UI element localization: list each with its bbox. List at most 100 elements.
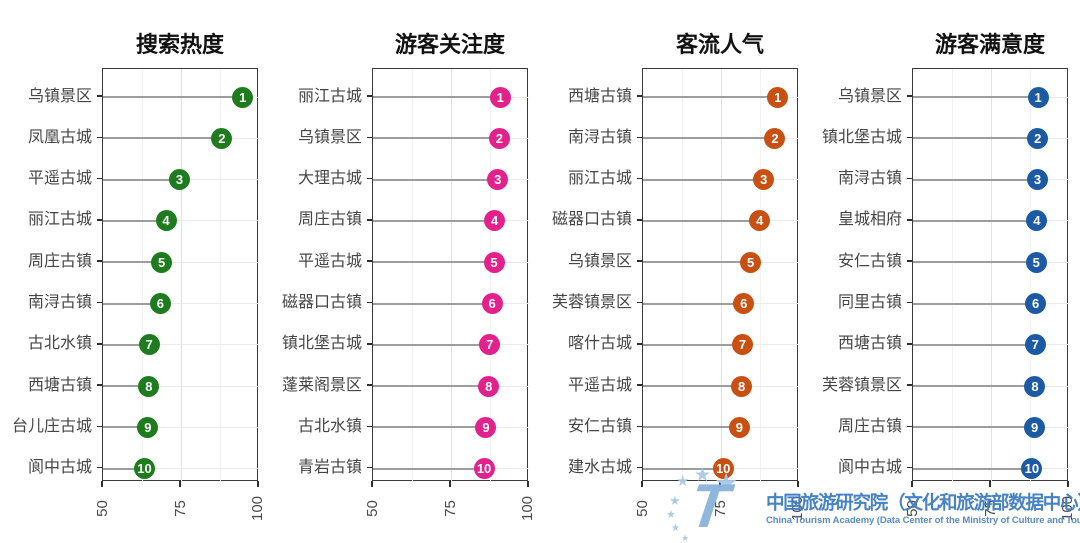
rank-dot-2: 2 <box>1027 127 1049 149</box>
x-tick-label: 100 <box>1050 488 1080 528</box>
category-label: 镇北堡古城 <box>821 128 902 146</box>
axis-tick <box>101 481 103 487</box>
axis-tick <box>96 343 102 345</box>
stem <box>373 385 489 388</box>
category-label: 周庄古镇 <box>27 252 92 270</box>
axis-tick <box>636 425 642 428</box>
stem <box>373 426 486 429</box>
rank-dot-4: 4 <box>155 210 177 232</box>
x-tick-label-text: 100 <box>519 495 537 521</box>
x-tick-label: 50 <box>354 488 390 528</box>
stem <box>913 137 1038 140</box>
stem <box>913 96 1039 98</box>
axis-tick <box>366 177 372 180</box>
stem <box>103 426 148 429</box>
panel-satisfaction: 游客满意度 乌镇景区 镇北堡古城 南浔古镇 皇城相府 安仁古镇 同里古镇 西塘古镇 芙蓉镇景区周… <box>810 0 1080 540</box>
stem <box>643 385 742 388</box>
axis-tick <box>906 384 912 386</box>
gridline <box>103 385 259 387</box>
stem <box>103 302 161 305</box>
stem <box>643 426 740 429</box>
rank-dot-5: 5 <box>740 251 762 273</box>
x-tick-label: 75 <box>162 488 198 528</box>
axis-tick <box>636 343 642 345</box>
category-label: 磁器口古镇 <box>281 294 362 311</box>
axis-tick <box>371 481 373 487</box>
stem <box>643 137 775 140</box>
category-label: 大理古城 <box>297 170 362 188</box>
axis-tick <box>636 95 642 97</box>
rank-dot-4: 4 <box>1026 210 1048 232</box>
panel-title: 客流人气 <box>675 32 764 57</box>
stem <box>103 137 222 140</box>
x-tick-label: 50 <box>624 488 660 528</box>
x-tick-label-text: 50 <box>93 499 111 517</box>
stem <box>643 467 724 470</box>
x-tick-label: 50 <box>84 488 120 528</box>
rank-dot-2: 2 <box>488 127 510 149</box>
rank-dot-4: 4 <box>484 210 506 232</box>
category-label: 芙蓉镇景区 <box>821 376 902 394</box>
axis-tick <box>636 136 642 139</box>
gridline <box>103 261 259 263</box>
axis-tick <box>527 481 529 487</box>
plot-area: 1 2 3 4 5 6 7 8 9 10 <box>642 68 799 482</box>
rank-dot-9: 9 <box>475 416 497 438</box>
axis-tick <box>449 481 451 487</box>
rank-dot-7: 7 <box>138 334 160 356</box>
rank-dot-7: 7 <box>732 334 754 356</box>
panel-title: 游客关注度 <box>394 32 505 57</box>
stem <box>643 302 744 305</box>
rank-dot-3: 3 <box>753 169 775 191</box>
category-label: 喀什古城 <box>567 335 632 353</box>
gridline <box>952 69 953 482</box>
gridline <box>220 69 221 482</box>
plot-area: 1 2 3 4 5 6 7 8 9 10 <box>912 68 1069 482</box>
rank-dot-9: 9 <box>728 416 750 438</box>
category-label: 安仁古镇 <box>837 252 902 270</box>
stem <box>913 302 1036 305</box>
axis-tick <box>636 466 642 469</box>
x-tick-label: 75 <box>702 488 738 528</box>
gridline <box>1030 69 1031 482</box>
rank-dot-5: 5 <box>483 251 505 273</box>
rank-dot-2: 2 <box>211 127 233 149</box>
axis-tick <box>989 481 991 487</box>
category-label: 丽江古城 <box>297 87 362 105</box>
stem <box>103 96 243 98</box>
x-tick-label-text: 75 <box>711 499 729 517</box>
axis-tick <box>906 219 912 221</box>
stem <box>103 343 150 346</box>
stem <box>103 261 162 264</box>
axis-tick <box>366 95 372 97</box>
panel-visitor-flow: 客流人气 西塘古镇 南浔古镇 丽江古城 磁器口古镇 乌镇景区 芙蓉镇景区 喀什古城 平遥古城 安仁… <box>540 0 810 540</box>
panel-title: 搜索热度 <box>135 32 224 57</box>
stem <box>103 178 180 181</box>
rank-dot-2: 2 <box>764 127 786 149</box>
gridline <box>103 344 259 346</box>
x-tick-label-text: 100 <box>249 495 267 521</box>
axis-tick <box>636 177 642 180</box>
axis-tick <box>366 301 372 304</box>
gridline <box>412 69 413 482</box>
rank-dot-10: 10 <box>133 458 155 480</box>
category-label: 建水古城 <box>567 459 632 477</box>
gridline <box>103 426 259 428</box>
category-label: 镇北堡古城 <box>281 335 362 353</box>
rank-dot-1: 1 <box>767 86 789 108</box>
category-label: 平遥古城 <box>27 170 92 188</box>
axis-tick <box>366 425 372 428</box>
rank-dot-1: 1 <box>1027 86 1049 108</box>
axis-tick <box>366 219 372 221</box>
stem <box>103 219 167 222</box>
axis-tick <box>906 343 912 345</box>
category-label: 南浔古镇 <box>837 170 902 188</box>
axis-tick <box>911 481 913 487</box>
stem <box>103 467 145 470</box>
rank-dot-4: 4 <box>749 210 771 232</box>
category-label: 周庄古镇 <box>297 211 362 229</box>
rank-dot-10: 10 <box>1021 458 1043 480</box>
x-tick-label-text: 50 <box>633 499 651 517</box>
rank-dot-8: 8 <box>138 375 160 397</box>
stem <box>373 467 485 470</box>
